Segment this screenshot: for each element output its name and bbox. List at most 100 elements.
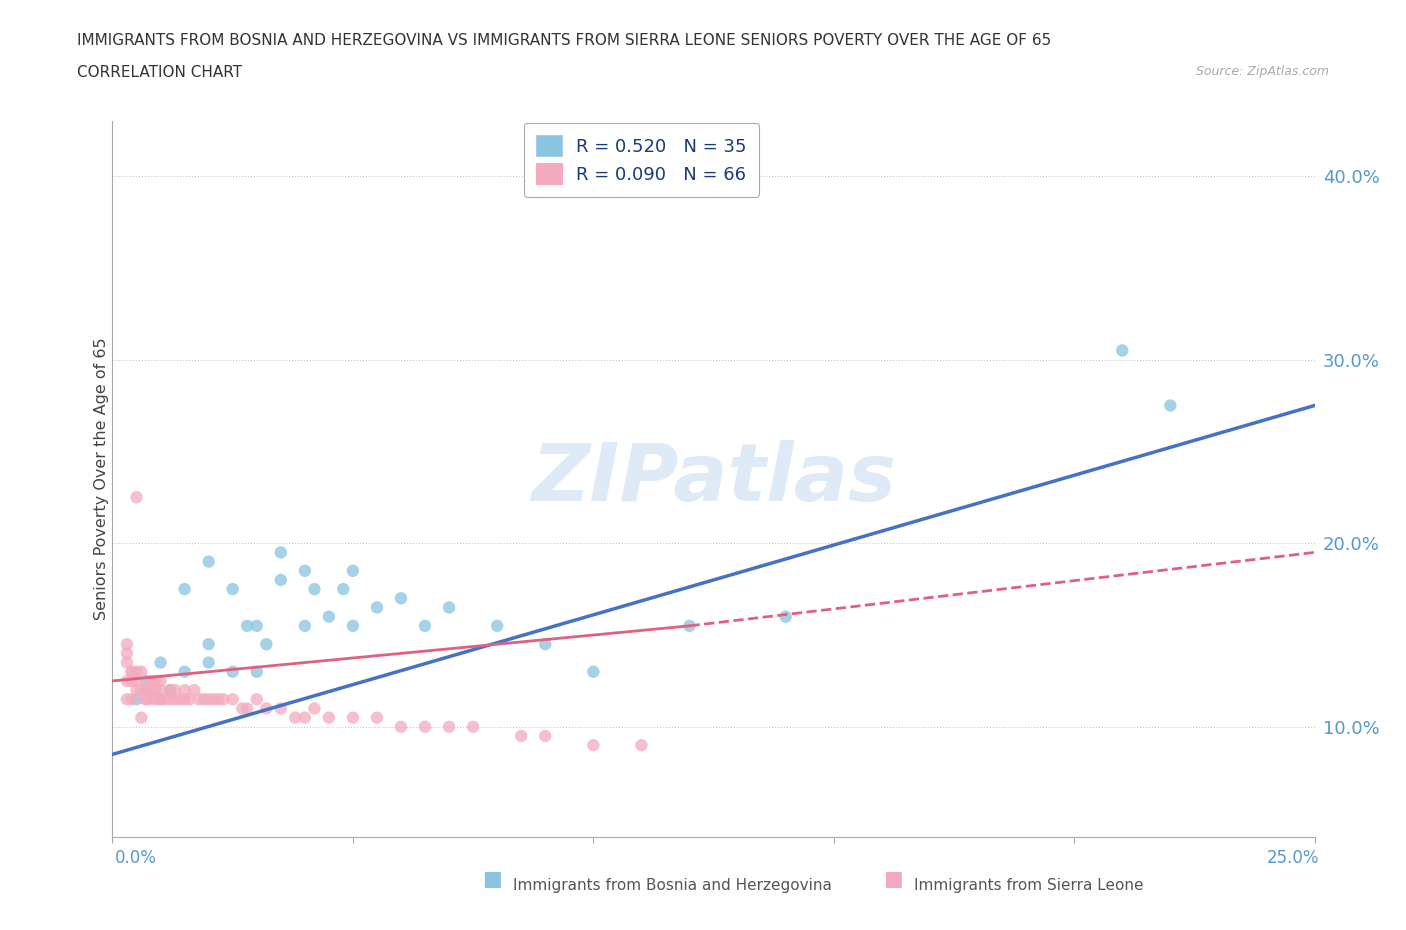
Point bbox=[125, 673, 148, 688]
Point bbox=[437, 720, 460, 735]
Point bbox=[304, 701, 326, 716]
Point bbox=[159, 683, 181, 698]
Point bbox=[222, 581, 245, 596]
Point bbox=[169, 692, 191, 707]
Point bbox=[139, 692, 162, 707]
Point bbox=[145, 683, 167, 698]
Point bbox=[284, 711, 307, 725]
Point bbox=[121, 692, 143, 707]
Point bbox=[173, 581, 195, 596]
Point bbox=[159, 692, 181, 707]
Y-axis label: Seniors Poverty Over the Age of 65: Seniors Poverty Over the Age of 65 bbox=[94, 338, 108, 620]
Point bbox=[437, 600, 460, 615]
Point bbox=[413, 618, 436, 633]
Point bbox=[145, 673, 167, 688]
Point bbox=[246, 692, 269, 707]
Point bbox=[125, 664, 148, 679]
Point bbox=[121, 664, 143, 679]
Point bbox=[318, 711, 340, 725]
Point bbox=[582, 737, 605, 752]
Point bbox=[163, 683, 186, 698]
Point bbox=[163, 692, 186, 707]
Point bbox=[115, 646, 138, 661]
Text: 25.0%: 25.0% bbox=[1267, 849, 1319, 867]
Point bbox=[254, 637, 277, 652]
Text: ■: ■ bbox=[883, 870, 903, 889]
Point bbox=[236, 618, 259, 633]
Point bbox=[115, 673, 138, 688]
Text: Immigrants from Sierra Leone: Immigrants from Sierra Leone bbox=[914, 878, 1143, 893]
Point bbox=[270, 573, 292, 588]
Point bbox=[135, 692, 157, 707]
Point bbox=[149, 692, 172, 707]
Point bbox=[222, 664, 245, 679]
Point bbox=[121, 664, 143, 679]
Point bbox=[342, 618, 364, 633]
Point bbox=[135, 692, 157, 707]
Point bbox=[510, 728, 533, 743]
Point bbox=[294, 564, 316, 578]
Point bbox=[486, 618, 509, 633]
Point bbox=[246, 664, 269, 679]
Point bbox=[582, 664, 605, 679]
Point bbox=[222, 692, 245, 707]
Point bbox=[342, 711, 364, 725]
Point bbox=[155, 692, 177, 707]
Point bbox=[1159, 398, 1181, 413]
Text: 0.0%: 0.0% bbox=[115, 849, 157, 867]
Point bbox=[197, 554, 219, 569]
Text: Immigrants from Bosnia and Herzegovina: Immigrants from Bosnia and Herzegovina bbox=[513, 878, 832, 893]
Point bbox=[149, 655, 172, 670]
Point bbox=[183, 683, 205, 698]
Point bbox=[159, 683, 181, 698]
Point bbox=[139, 683, 162, 698]
Point bbox=[254, 701, 277, 716]
Point bbox=[534, 637, 557, 652]
Point bbox=[236, 701, 259, 716]
Point bbox=[294, 711, 316, 725]
Point bbox=[131, 664, 153, 679]
Text: CORRELATION CHART: CORRELATION CHART bbox=[77, 65, 242, 80]
Point bbox=[202, 692, 225, 707]
Point bbox=[270, 701, 292, 716]
Text: ZIPatlas: ZIPatlas bbox=[531, 440, 896, 518]
Point bbox=[231, 701, 253, 716]
Point bbox=[678, 618, 700, 633]
Point bbox=[197, 692, 219, 707]
Point bbox=[775, 609, 797, 624]
Point bbox=[366, 600, 388, 615]
Point bbox=[149, 673, 172, 688]
Point bbox=[145, 692, 167, 707]
Point bbox=[389, 720, 412, 735]
Point bbox=[173, 664, 195, 679]
Text: ■: ■ bbox=[482, 870, 502, 889]
Point bbox=[197, 637, 219, 652]
Point bbox=[115, 655, 138, 670]
Point bbox=[332, 581, 354, 596]
Point bbox=[294, 618, 316, 633]
Point bbox=[318, 609, 340, 624]
Text: IMMIGRANTS FROM BOSNIA AND HERZEGOVINA VS IMMIGRANTS FROM SIERRA LEONE SENIORS P: IMMIGRANTS FROM BOSNIA AND HERZEGOVINA V… bbox=[77, 33, 1052, 47]
Point bbox=[131, 683, 153, 698]
Point bbox=[246, 618, 269, 633]
Point bbox=[125, 683, 148, 698]
Point bbox=[173, 683, 195, 698]
Point bbox=[179, 692, 201, 707]
Point bbox=[135, 673, 157, 688]
Point bbox=[149, 692, 172, 707]
Point bbox=[197, 655, 219, 670]
Point bbox=[188, 692, 211, 707]
Point bbox=[534, 728, 557, 743]
Point bbox=[115, 692, 138, 707]
Point bbox=[149, 683, 172, 698]
Point bbox=[115, 637, 138, 652]
Point bbox=[135, 683, 157, 698]
Point bbox=[173, 692, 195, 707]
Point bbox=[389, 591, 412, 605]
Point bbox=[131, 711, 153, 725]
Legend: R = 0.520   N = 35, R = 0.090   N = 66: R = 0.520 N = 35, R = 0.090 N = 66 bbox=[523, 123, 759, 197]
Point bbox=[139, 673, 162, 688]
Point bbox=[342, 564, 364, 578]
Point bbox=[413, 720, 436, 735]
Point bbox=[121, 673, 143, 688]
